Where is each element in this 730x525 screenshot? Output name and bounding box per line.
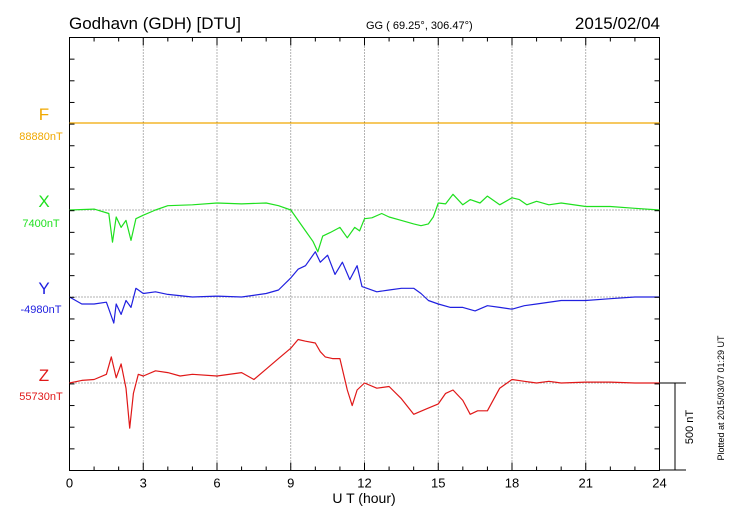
scale-bar: 500 nT <box>660 382 696 471</box>
series-name-z: Z <box>39 366 49 385</box>
series-baseline-value-f: 88880nT <box>19 131 63 143</box>
x-tick-label: 3 <box>140 476 147 491</box>
series-name-f: F <box>39 105 49 124</box>
x-tick-label: 24 <box>652 476 666 491</box>
x-tick-label: 15 <box>431 476 445 491</box>
series-line-y <box>69 251 660 324</box>
axis-ticks: 0 3 6 9 12 15 18 21 24 <box>66 37 667 491</box>
plot-date: 2015/02/04 <box>575 14 660 33</box>
grid-lines <box>142 37 587 471</box>
x-tick-label: 21 <box>579 476 593 491</box>
series-baseline-value-x: 7400nT <box>22 218 60 230</box>
data-series <box>69 122 660 429</box>
x-tick-label: 18 <box>505 476 519 491</box>
series-name-y: Y <box>38 279 49 298</box>
scale-bar-label: 500 nT <box>684 410 696 445</box>
series-line-z <box>69 338 660 429</box>
series-labels: F 88880nT X 7400nT Y -4980nT Z 55730nT <box>19 105 63 403</box>
plotted-timestamp: Plotted at 2015/03/07 01:29 UT <box>716 335 726 461</box>
series-baseline-value-y: -4980nT <box>21 304 62 316</box>
x-axis-label: U T (hour) <box>332 490 395 506</box>
x-tick-label: 0 <box>66 476 73 491</box>
series-name-x: X <box>38 192 49 211</box>
x-tick-label: 9 <box>287 476 294 491</box>
series-line-x <box>69 193 660 253</box>
station-title: Godhavn (GDH) [DTU] <box>69 14 241 33</box>
x-tick-label: 6 <box>213 476 220 491</box>
station-coordinates: GG ( 69.25°, 306.47°) <box>366 20 473 32</box>
series-baseline-value-z: 55730nT <box>19 391 63 403</box>
x-tick-label: 12 <box>357 476 371 491</box>
